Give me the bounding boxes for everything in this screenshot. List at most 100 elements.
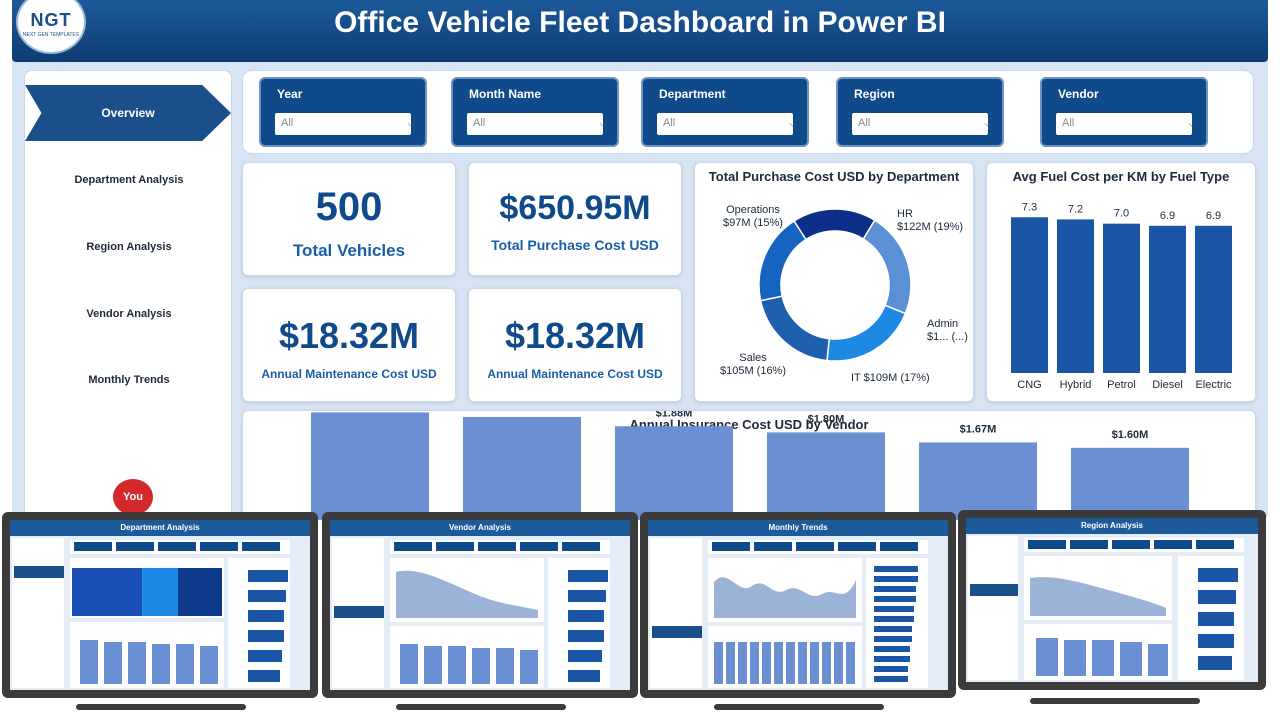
- chevron-down-icon: ⌵: [984, 119, 992, 130]
- thumbnail-department-analysis[interactable]: Department Analysis: [2, 512, 318, 698]
- chevron-down-icon: ⌵: [789, 119, 797, 130]
- fuel-data-label: 7.0: [1114, 208, 1129, 220]
- year-dropdown[interactable]: All: [275, 113, 411, 135]
- donut-slice-hr[interactable]: [862, 219, 912, 315]
- monitor-stand: [714, 704, 884, 710]
- fuel-category-label: Petrol: [1107, 379, 1136, 391]
- department-dropdown[interactable]: All: [657, 113, 793, 135]
- monitor-stand: [396, 704, 566, 710]
- kpi-card-total-purchase-cost: $650.95M Total Purchase Cost USD: [468, 162, 682, 276]
- donut-slice-it[interactable]: [759, 295, 831, 362]
- sidebar-item-department-analysis[interactable]: Department Analysis: [74, 174, 184, 186]
- monitor-stand: [1030, 698, 1200, 704]
- kpi-label: Total Vehicles: [292, 241, 406, 260]
- insurance-bar[interactable]: [615, 426, 733, 520]
- slicer-label: Year: [277, 87, 303, 101]
- kpi-card-total-vehicles: 500 Total Vehicles: [242, 162, 456, 276]
- fuel-category-label: Diesel: [1152, 379, 1183, 391]
- fuel-chart-title: Avg Fuel Cost per KM by Fuel Type: [1012, 169, 1230, 184]
- kpi-value: $18.32M: [504, 315, 646, 356]
- fuel-bar-electric[interactable]: [1195, 225, 1232, 373]
- sidebar-item-vendor-analysis[interactable]: Vendor Analysis: [86, 308, 172, 320]
- department-slicer[interactable]: Department All ⌵: [641, 77, 809, 147]
- insurance-bar-chart: $2.06M$2.00M$1.88M$1.80M$1.67M$1.60M: [311, 411, 1189, 520]
- sidebar-item-monthly-trends[interactable]: Monthly Trends: [88, 374, 170, 386]
- ngt-logo: NGT NEXT GEN TEMPLATES: [16, 0, 86, 54]
- month-slicer[interactable]: Month Name All ⌵: [451, 77, 619, 147]
- donut-data-label: HR: [897, 208, 913, 220]
- fuel-data-label: 7.2: [1068, 203, 1083, 215]
- fuel-data-label: 6.9: [1206, 210, 1221, 222]
- thumbnail-title: Region Analysis: [966, 518, 1258, 534]
- thumbnail-title: Monthly Trends: [648, 520, 948, 536]
- thumbnail-region-analysis[interactable]: Region Analysis: [958, 510, 1266, 690]
- slicer-label: Department: [659, 87, 726, 101]
- sidebar-item-region-analysis[interactable]: Region Analysis: [86, 241, 172, 253]
- donut-data-label: $1... (...): [927, 331, 968, 343]
- page-title: Office Vehicle Fleet Dashboard in Power …: [334, 6, 946, 39]
- region-dropdown[interactable]: All: [852, 113, 988, 135]
- thumbnail-vendor-analysis[interactable]: Vendor Analysis: [322, 512, 638, 698]
- year-slicer[interactable]: Year All ⌵: [259, 77, 427, 147]
- insurance-bar[interactable]: [767, 432, 885, 520]
- fuel-bar-hybrid[interactable]: [1057, 219, 1094, 373]
- fuel-chart-card: Avg Fuel Cost per KM by Fuel Type 7.3 CNG…: [986, 162, 1256, 402]
- vendor-slicer[interactable]: Vendor All ⌵: [1040, 77, 1208, 147]
- slicer-label: Region: [854, 87, 895, 101]
- fuel-data-label: 6.9: [1160, 210, 1175, 222]
- donut-slice-admin[interactable]: [826, 304, 907, 362]
- thumbnail-title: Department Analysis: [10, 520, 310, 536]
- kpi-value: $18.32M: [278, 315, 420, 356]
- logo-text: NGT: [30, 10, 72, 30]
- insurance-bar[interactable]: [311, 412, 429, 520]
- kpi-label: Annual Maintenance Cost USD: [487, 367, 663, 381]
- donut-data-label: Admin: [927, 318, 958, 330]
- donut-data-label: Sales: [739, 352, 767, 364]
- kpi-label: Annual Maintenance Cost USD: [261, 367, 437, 381]
- kpi-value: $650.95M: [499, 189, 651, 227]
- chevron-down-icon: ⌵: [407, 119, 415, 130]
- sidebar-item-label: Overview: [101, 106, 155, 120]
- filter-bar: Year All ⌵ Month Name All ⌵ Department A…: [242, 70, 1254, 154]
- month-dropdown[interactable]: All: [467, 113, 603, 135]
- fuel-bar-diesel[interactable]: [1149, 225, 1186, 373]
- thumbnail-title: Vendor Analysis: [330, 520, 630, 536]
- donut-data-label: $97M (15%): [723, 217, 783, 229]
- insurance-data-label: $1.80M: [808, 413, 845, 425]
- insurance-data-label: $1.60M: [1112, 429, 1149, 441]
- insurance-bar[interactable]: [919, 442, 1037, 520]
- sidebar-item-overview[interactable]: Overview: [25, 85, 231, 141]
- thumbnail-monthly-trends[interactable]: Monthly Trends: [640, 512, 956, 698]
- kpi-label: Total Purchase Cost USD: [491, 237, 659, 253]
- fuel-data-label: 7.3: [1022, 201, 1037, 213]
- vendor-dropdown[interactable]: All: [1056, 113, 1192, 135]
- donut-chart-title: Total Purchase Cost USD by Department: [708, 169, 960, 184]
- chevron-down-icon: ⌵: [1188, 119, 1196, 130]
- logo-subtext: NEXT GEN TEMPLATES: [22, 32, 80, 38]
- donut-slice-sales[interactable]: [758, 219, 807, 302]
- fuel-category-label: Electric: [1195, 379, 1232, 391]
- kpi-value: 500: [315, 185, 383, 229]
- fuel-bar-chart: 7.3 CNG 7.2 Hybrid 7.0 Petrol 6.9 Diesel 6.9 Elec…: [1011, 201, 1232, 391]
- insurance-chart-card: Annual Insurance Cost USD by Vendor $2.0…: [242, 410, 1256, 520]
- youtube-icon[interactable]: You Tube: [113, 479, 153, 515]
- insurance-data-label: $1.67M: [960, 423, 997, 435]
- fuel-category-label: Hybrid: [1060, 379, 1092, 391]
- donut-data-label: $122M (19%): [897, 221, 963, 233]
- donut-chart: HR$122M (19%) Admin$1... (...) IT $109M (1…: [720, 204, 968, 384]
- donut-slice-operations[interactable]: [793, 208, 876, 241]
- insurance-data-label: $1.88M: [656, 411, 693, 419]
- fuel-bar-cng[interactable]: [1011, 217, 1048, 373]
- chevron-down-icon: ⌵: [599, 119, 607, 130]
- sidebar: Overview Department Analysis Region Anal…: [24, 70, 232, 520]
- kpi-card-annual-maintenance-cost-2: $18.32M Annual Maintenance Cost USD: [468, 288, 682, 402]
- insurance-bar[interactable]: [1071, 447, 1189, 520]
- fuel-bar-petrol[interactable]: [1103, 223, 1140, 373]
- donut-data-label: $105M (16%): [720, 365, 786, 377]
- dashboard-frame: Office Vehicle Fleet Dashboard in Power …: [12, 0, 1268, 520]
- insurance-bar[interactable]: [463, 417, 581, 520]
- monitor-stand: [76, 704, 246, 710]
- region-slicer[interactable]: Region All ⌵: [836, 77, 1004, 147]
- donut-chart-card: Total Purchase Cost USD by Department HR…: [694, 162, 974, 402]
- kpi-card-annual-maintenance-cost: $18.32M Annual Maintenance Cost USD: [242, 288, 456, 402]
